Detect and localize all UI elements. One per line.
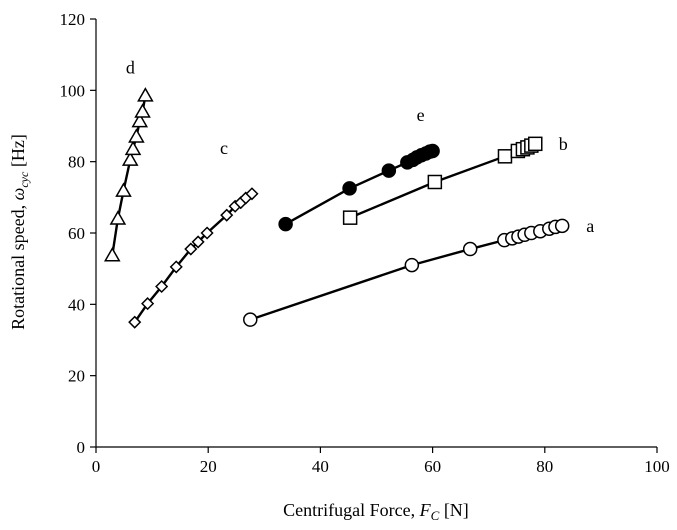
x-tick-label: 60 xyxy=(424,457,441,476)
y-tick-label: 80 xyxy=(68,153,85,172)
ticks: 0 20 40 60 80 100 0 20 40 60 80 100 120 xyxy=(60,10,670,476)
y-tick-label: 0 xyxy=(77,438,86,457)
series-markers xyxy=(103,87,570,329)
x-tick-label: 40 xyxy=(312,457,329,476)
series-d-point xyxy=(103,246,121,262)
series-d-point xyxy=(109,210,127,225)
series-d-point xyxy=(115,182,132,197)
x-tick-label: 80 xyxy=(536,457,553,476)
series-a-point xyxy=(554,218,570,234)
series-b-label: b xyxy=(559,134,568,154)
y-tick-label: 120 xyxy=(60,10,86,29)
series-e-point xyxy=(425,143,440,159)
series-e-point xyxy=(278,216,293,232)
series-a-point xyxy=(462,241,478,257)
x-tick-label: 100 xyxy=(644,457,670,476)
y-tick-label: 40 xyxy=(68,295,85,314)
series-a-point xyxy=(404,257,420,273)
series-d-label: d xyxy=(126,58,135,78)
x-axis-title: Centrifugal Force, FC [N] xyxy=(283,500,469,523)
series-b-point xyxy=(342,210,358,225)
series-e-point xyxy=(342,181,357,196)
series-e-point xyxy=(381,163,397,178)
series-d-point xyxy=(128,128,145,143)
series-d-point xyxy=(124,140,142,156)
series-c-point xyxy=(245,187,259,201)
y-tick-label: 100 xyxy=(60,81,86,100)
series-c-point xyxy=(191,235,205,249)
series-labels: a b c d e xyxy=(126,58,594,236)
series-d-point xyxy=(137,87,154,102)
series-b-point xyxy=(497,149,513,164)
y-tick-label: 60 xyxy=(68,224,85,243)
series-b-point xyxy=(427,174,443,190)
series-d-point xyxy=(131,112,149,128)
y-axis-title: Rotational speed, ωcyc [Hz] xyxy=(8,134,31,330)
series-c-point xyxy=(220,208,234,222)
series-b-point xyxy=(528,136,543,152)
x-tick-label: 20 xyxy=(200,457,217,476)
x-tick-label: 0 xyxy=(92,457,101,476)
series-lines xyxy=(111,95,563,323)
series-c-point xyxy=(155,279,169,294)
series-d-point xyxy=(134,103,151,118)
series-c-point xyxy=(184,242,198,256)
series-e-label: e xyxy=(417,105,425,125)
series-d-point xyxy=(121,151,139,166)
y-tick-label: 20 xyxy=(68,367,85,386)
axes xyxy=(95,19,657,448)
series-c-point xyxy=(169,260,183,274)
series-c-label: c xyxy=(220,138,228,158)
series-c-point xyxy=(200,226,214,240)
series-c-point xyxy=(141,297,155,311)
series-a-label: a xyxy=(586,216,594,236)
series-a-point xyxy=(243,312,258,327)
series-c-point xyxy=(128,315,142,329)
